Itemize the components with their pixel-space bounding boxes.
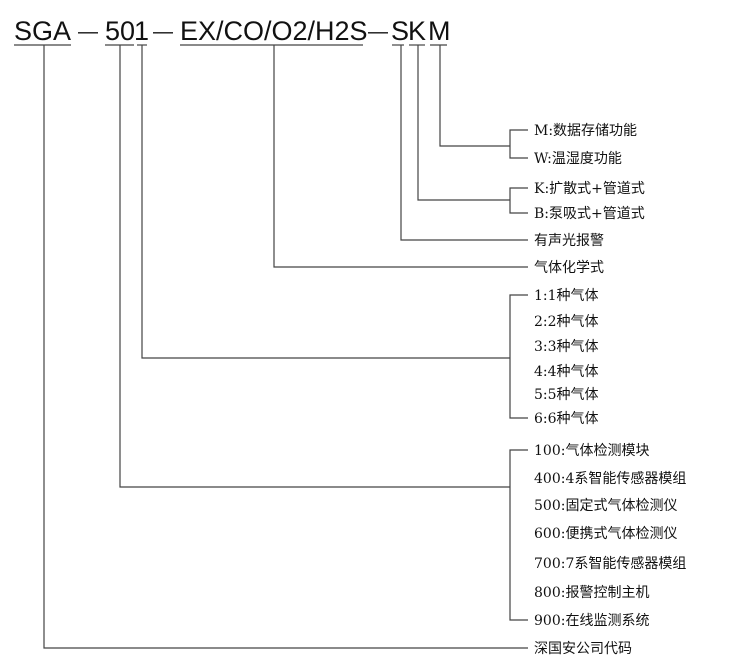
gas-formula-label: 气体化学式	[534, 260, 604, 276]
sampling-option: K:扩散式+管道式	[534, 181, 645, 197]
function-option: W:温湿度功能	[534, 151, 622, 167]
gas-count-option: 4:4种气体	[534, 364, 599, 380]
code-alarm: S	[391, 16, 409, 46]
product-option: 700:7系智能传感器模组	[534, 555, 686, 572]
code-separator: —	[153, 21, 173, 43]
company-label: 深国安公司代码	[534, 641, 632, 657]
code-sampling: K	[408, 16, 426, 46]
gas-count-option: 5:5种气体	[534, 387, 599, 403]
alarm-label: 有声光报警	[534, 233, 604, 249]
code-separator: —	[368, 21, 388, 43]
code-prefix: SGA	[14, 16, 71, 46]
gas-count-option: 6:6种气体	[534, 411, 599, 427]
connector-lines	[43, 45, 528, 649]
code-gases: EX/CO/O2/H2S	[180, 16, 368, 46]
product-option: 500:固定式气体检测仪	[534, 498, 677, 514]
sampling-option: B:泵吸式+管道式	[534, 206, 645, 222]
function-option: M:数据存储功能	[534, 123, 637, 139]
code-gas-count: 1	[134, 16, 149, 46]
code-function: M	[428, 16, 451, 46]
code-separator: —	[78, 21, 98, 43]
product-option: 100:气体检测模块	[534, 443, 649, 459]
product-option: 400:4系智能传感器模组	[534, 470, 686, 487]
code-series: 50	[105, 16, 135, 46]
gas-count-option: 3:3种气体	[534, 339, 599, 355]
product-option: 800:报警控制主机	[534, 585, 649, 601]
product-option: 600:便携式气体检测仪	[534, 526, 677, 542]
gas-count-option: 1:1种气体	[534, 288, 599, 304]
product-option: 900:在线监测系统	[534, 613, 649, 629]
gas-count-option: 2:2种气体	[534, 314, 599, 330]
